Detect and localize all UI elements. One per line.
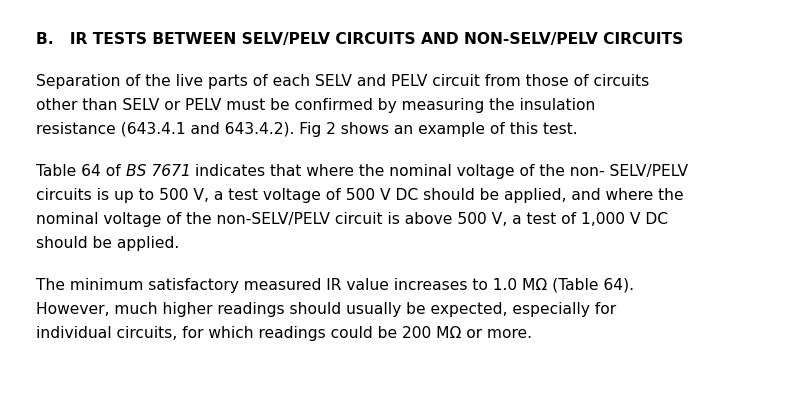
Text: resistance (643.4.1 and 643.4.2). Fig 2 shows an example of this test.: resistance (643.4.1 and 643.4.2). Fig 2 … — [36, 122, 577, 137]
Text: should be applied.: should be applied. — [36, 236, 179, 251]
Text: B.   IR TESTS BETWEEN SELV/PELV CIRCUITS AND NON-SELV/PELV CIRCUITS: B. IR TESTS BETWEEN SELV/PELV CIRCUITS A… — [36, 32, 683, 47]
Text: However, much higher readings should usually be expected, especially for: However, much higher readings should usu… — [36, 302, 615, 317]
Text: circuits is up to 500 V, a test voltage of 500 V DC should be applied, and where: circuits is up to 500 V, a test voltage … — [36, 188, 683, 203]
Text: individual circuits, for which readings could be 200 MΩ or more.: individual circuits, for which readings … — [36, 326, 532, 341]
Text: Table 64 of: Table 64 of — [36, 164, 125, 179]
Text: Separation of the live parts of each SELV and PELV circuit from those of circuit: Separation of the live parts of each SEL… — [36, 74, 649, 89]
Text: indicates that where the nominal voltage of the non- SELV/PELV: indicates that where the nominal voltage… — [190, 164, 688, 179]
Text: other than SELV or PELV must be confirmed by measuring the insulation: other than SELV or PELV must be confirme… — [36, 98, 594, 113]
Text: The minimum satisfactory measured IR value increases to 1.0 MΩ (Table 64).: The minimum satisfactory measured IR val… — [36, 278, 634, 293]
Text: BS 7671: BS 7671 — [125, 164, 190, 179]
Text: nominal voltage of the non-SELV/PELV circuit is above 500 V, a test of 1,000 V D: nominal voltage of the non-SELV/PELV cir… — [36, 212, 667, 227]
